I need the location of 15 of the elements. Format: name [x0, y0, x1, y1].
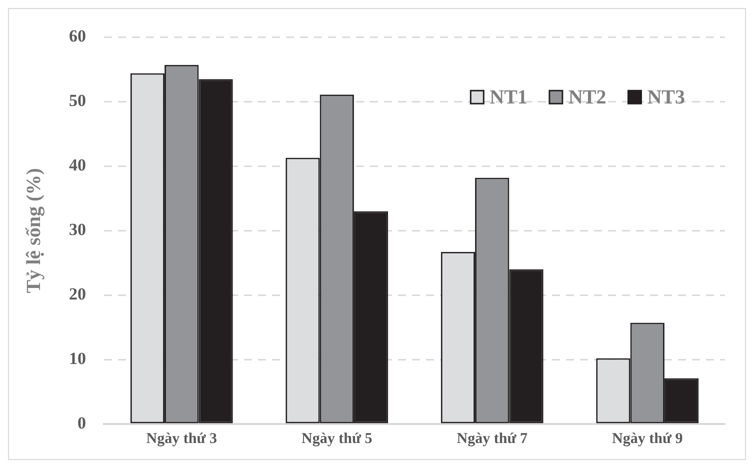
y-tick-label: 20 — [69, 284, 86, 304]
x-tick-label: Ngày thứ 3 — [146, 430, 217, 447]
y-tick-label: 50 — [69, 91, 86, 110]
y-tick-label: 60 — [69, 26, 86, 46]
legend-label: NT2 — [568, 86, 606, 108]
y-tick-label: 30 — [69, 220, 86, 239]
y-tick-label: 40 — [69, 156, 86, 175]
y-tick-label: 10 — [69, 348, 86, 368]
legend-label: NT1 — [490, 86, 528, 108]
x-tick-label: Ngày thứ 5 — [302, 430, 372, 447]
y-tick-label: 0 — [78, 413, 86, 432]
x-tick-label: Ngày thứ 9 — [612, 430, 683, 447]
x-tick-label: Ngày thứ 7 — [456, 430, 528, 447]
legend-label: NT3 — [647, 86, 686, 108]
y-axis-title: Tỷ lệ sống (%) — [23, 168, 46, 294]
